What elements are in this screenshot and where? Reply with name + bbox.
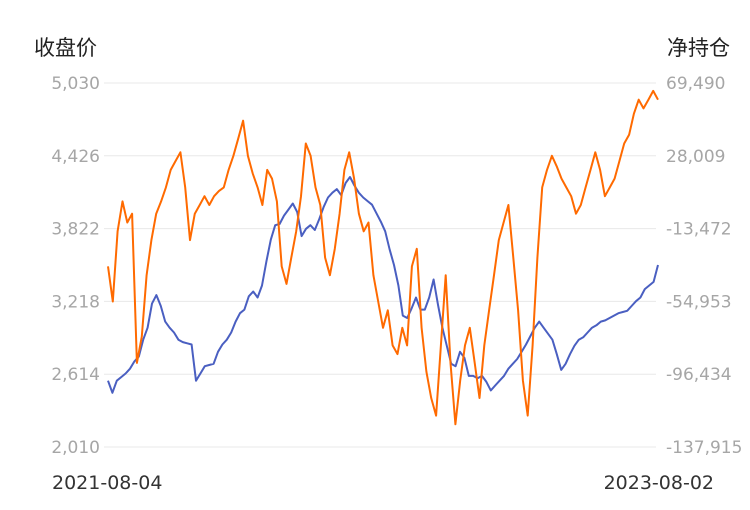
x-label-start: 2021-08-04 xyxy=(52,472,162,494)
net-position-series-line xyxy=(107,89,659,426)
right-tick-label: -13,472 xyxy=(666,220,732,240)
left-axis-title: 收盘价 xyxy=(34,36,97,60)
x-label-end: 2023-08-02 xyxy=(604,472,714,494)
right-tick-label: 28,009 xyxy=(666,147,725,167)
right-tick-label: -137,915 xyxy=(666,438,742,458)
left-tick-label: 3,218 xyxy=(51,292,100,312)
left-tick-label: 5,030 xyxy=(51,74,100,94)
right-tick-label: -54,953 xyxy=(666,292,732,312)
gridlines xyxy=(104,82,656,448)
right-axis-title: 净持仓 xyxy=(667,36,730,60)
right-tick-label: -96,434 xyxy=(666,365,732,385)
left-tick-label: 2,010 xyxy=(51,438,100,458)
series-layer xyxy=(107,89,659,426)
left-tick-label: 3,822 xyxy=(51,220,100,240)
left-tick-label: 2,614 xyxy=(51,365,100,385)
right-tick-label: 69,490 xyxy=(666,74,725,94)
close-price-series-line xyxy=(107,176,659,394)
left-tick-label: 4,426 xyxy=(51,147,100,167)
left-axis-ticks: 5,030 4,426 3,822 3,218 2,614 2,010 xyxy=(51,74,100,458)
right-axis-ticks: 69,490 28,009 -13,472 -54,953 -96,434 -137,91… xyxy=(666,74,742,458)
